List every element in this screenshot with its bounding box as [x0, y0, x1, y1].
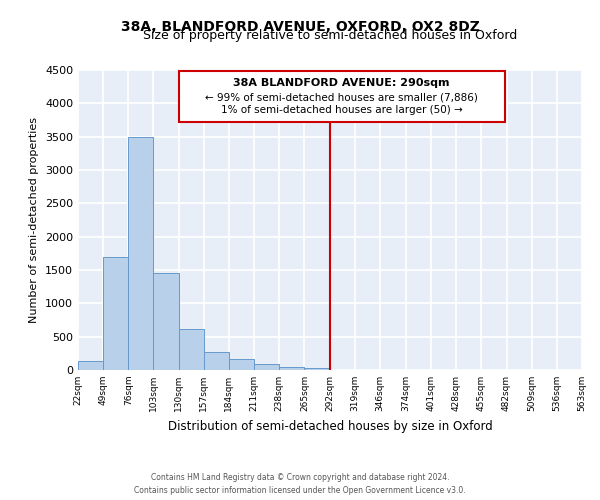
Bar [229, 360, 254, 370]
Text: 38A BLANDFORD AVENUE: 290sqm: 38A BLANDFORD AVENUE: 290sqm [233, 78, 450, 88]
X-axis label: Distribution of semi-detached houses by size in Oxford: Distribution of semi-detached houses by … [167, 420, 493, 432]
Bar [128, 136, 154, 370]
Text: 1% of semi-detached houses are larger (50) →: 1% of semi-detached houses are larger (5… [221, 106, 463, 116]
Bar [204, 352, 229, 370]
Bar [154, 274, 179, 370]
Text: 38A, BLANDFORD AVENUE, OXFORD, OX2 8DZ: 38A, BLANDFORD AVENUE, OXFORD, OX2 8DZ [121, 20, 479, 34]
Title: Size of property relative to semi-detached houses in Oxford: Size of property relative to semi-detach… [143, 30, 517, 43]
Bar [103, 256, 128, 370]
Bar [254, 364, 279, 370]
Bar [179, 328, 204, 370]
Bar [78, 362, 103, 370]
Text: ← 99% of semi-detached houses are smaller (7,886): ← 99% of semi-detached houses are smalle… [205, 92, 478, 102]
Y-axis label: Number of semi-detached properties: Number of semi-detached properties [29, 117, 40, 323]
Bar [279, 368, 304, 370]
Bar [304, 368, 329, 370]
FancyBboxPatch shape [179, 72, 505, 122]
Text: Contains HM Land Registry data © Crown copyright and database right 2024.
Contai: Contains HM Land Registry data © Crown c… [134, 474, 466, 495]
